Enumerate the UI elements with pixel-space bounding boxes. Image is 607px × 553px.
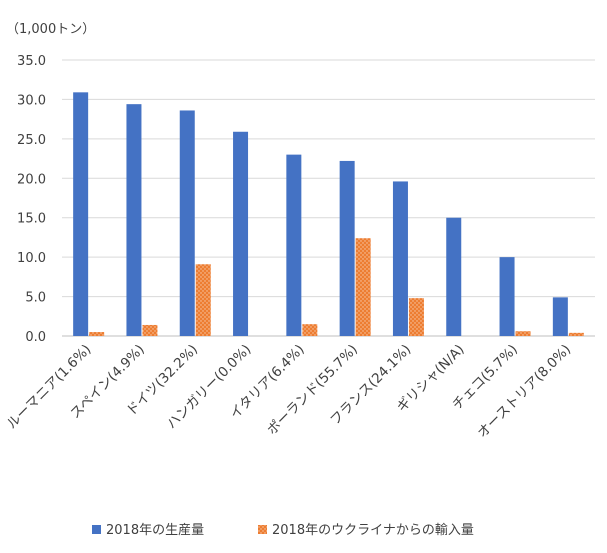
y-tick-label: 30.0	[17, 93, 46, 108]
production-bar	[179, 110, 195, 337]
import-bar	[355, 238, 371, 336]
y-tick-label: 10.0	[17, 251, 46, 266]
production-bar	[126, 104, 142, 336]
production-bar	[446, 217, 462, 336]
y-tick-label: 15.0	[17, 212, 46, 227]
legend-swatch	[92, 525, 101, 534]
y-tick-label: 0.0	[25, 330, 46, 345]
y-tick-label: 20.0	[17, 172, 46, 187]
import-bar	[408, 298, 424, 336]
production-bar	[552, 297, 568, 336]
category-label: オーストリア(8.0%)	[474, 342, 574, 442]
production-bar	[233, 131, 249, 336]
legend-label: 2018年のウクライナからの輸入量	[272, 523, 474, 538]
production-bar	[499, 257, 515, 336]
bars	[73, 92, 584, 337]
production-bar	[339, 160, 355, 336]
y-tick-label: 5.0	[25, 291, 46, 306]
y-tick-label: 35.0	[17, 54, 46, 69]
x-axis: ルーマニア(1.6%)スペイン(4.9%)ドイツ(32.2%)ハンガリー(0.0…	[4, 342, 574, 442]
category-label: ポーランド(55.7%)	[264, 342, 361, 439]
unit-label: （1,000トン）	[6, 22, 95, 37]
import-bar	[195, 264, 211, 336]
import-bar	[568, 332, 584, 336]
production-bar	[73, 92, 89, 337]
production-bar	[286, 154, 302, 336]
import-bar	[89, 332, 105, 336]
legend: 2018年の生産量 2018年のウクライナからの輸入量	[92, 522, 474, 538]
legend-swatch	[258, 525, 267, 534]
y-tick-label: 25.0	[17, 133, 46, 148]
import-bar	[142, 324, 158, 336]
gridlines	[62, 59, 595, 337]
production-bar	[392, 181, 408, 336]
legend-label: 2018年の生産量	[106, 522, 204, 538]
y-axis: 0.0 5.0 10.0 15.0 20.0 25.0 30.0 35.0	[17, 54, 46, 345]
import-bar	[302, 324, 318, 336]
import-bar	[515, 331, 531, 336]
